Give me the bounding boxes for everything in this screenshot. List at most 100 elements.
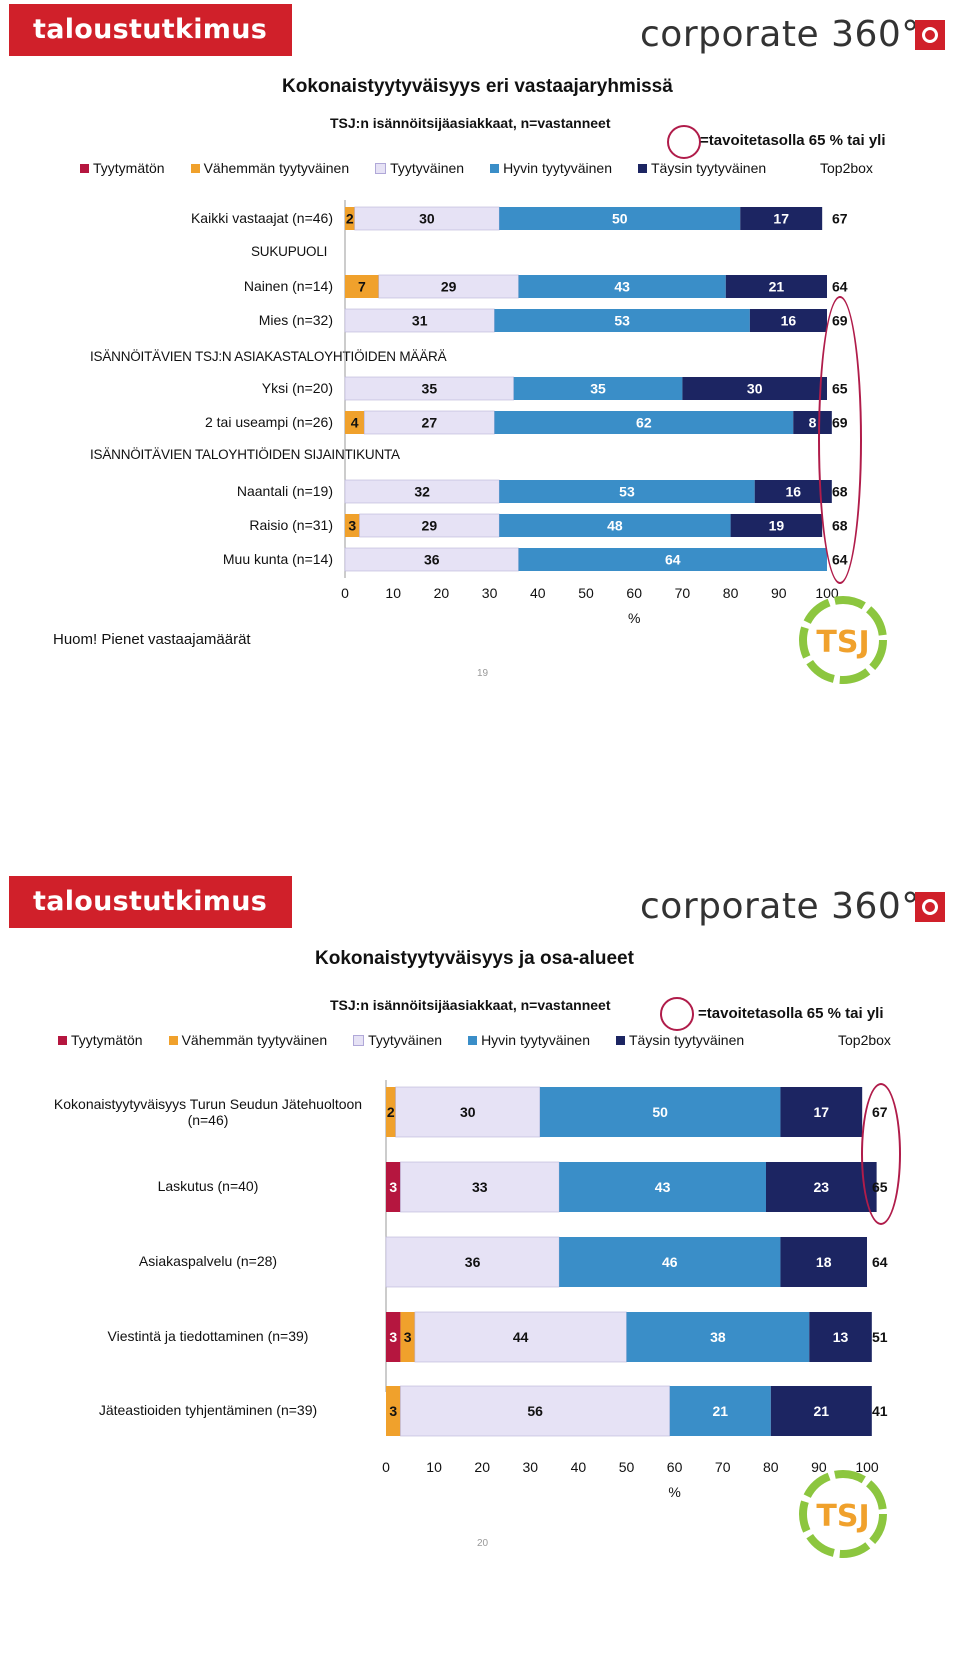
target-circle-icon <box>667 125 701 159</box>
bar-segment-vahemman <box>345 514 360 537</box>
bar-segment-taysin <box>725 275 827 298</box>
legend-item-tyytymaton: Tyytymätön <box>80 160 165 176</box>
data-label: 16 <box>785 484 801 500</box>
bar-segment-hyvin <box>539 1087 781 1137</box>
bar-segment-vahemman <box>345 207 355 230</box>
row-label: 2 tai useampi (n=26) <box>204 413 333 430</box>
data-label: 30 <box>747 381 763 397</box>
data-label: 21 <box>713 1403 729 1419</box>
data-label: 21 <box>769 279 785 295</box>
target-note: =tavoitetasolla 65 % tai yli <box>698 1005 884 1022</box>
x-tick-label: 20 <box>474 1459 490 1475</box>
bar-row: 3 3 44 38 13 51 <box>386 1311 888 1363</box>
bar-segment-taysin <box>749 309 827 332</box>
data-label: 3 <box>389 1179 397 1195</box>
data-label: 13 <box>833 1329 849 1345</box>
legend-item-taysin: Täysin tyytyväinen <box>638 160 766 176</box>
data-label: 30 <box>460 1104 476 1120</box>
data-label: 43 <box>655 1179 671 1195</box>
bar-segment-tyytyvainen <box>414 1311 627 1363</box>
data-label: 48 <box>607 518 623 534</box>
x-tick-label: 100 <box>815 585 839 601</box>
legend-label: Tyytyväinen <box>368 1032 443 1048</box>
top2box-value: 64 <box>872 1254 888 1270</box>
bar-segment-tyytyvainen <box>395 1086 541 1138</box>
legend-label: Tyytymätön <box>93 160 165 176</box>
slide-19: taloustutkimus oy corporate 360° Kokonai… <box>0 0 960 800</box>
x-tick-label: 60 <box>667 1459 683 1475</box>
data-label: 56 <box>527 1403 543 1419</box>
bar-segment-hyvin <box>518 275 726 298</box>
data-label: 3 <box>389 1403 397 1419</box>
bar-segment-vahemman <box>386 1386 401 1436</box>
bar-segment-tyytyvainen <box>363 410 495 435</box>
legend-label: Tyytyväinen <box>390 160 465 176</box>
bar-segment-taysin <box>730 514 823 537</box>
page-number: 19 <box>477 668 489 679</box>
legend-item-tyytymaton: Tyytymätön <box>58 1032 143 1048</box>
target-note: =tavoitetasolla 65 % tai yli <box>700 132 886 149</box>
tsj-logo-text: TSJ <box>816 625 869 660</box>
x-tick-label: 60 <box>626 585 642 601</box>
data-label: 7 <box>358 279 366 295</box>
x-tick-label: 20 <box>434 585 450 601</box>
row-label: Nainen (n=14) <box>243 277 333 294</box>
bar-segment-hyvin <box>626 1312 810 1362</box>
chart-legend: Tyytymätön Vähemmän tyytyväinen Tyytyväine… <box>58 1032 770 1048</box>
target-circle-icon <box>660 997 694 1031</box>
bar-segment-hyvin <box>518 548 827 571</box>
data-label: 31 <box>412 313 428 329</box>
bar-segment-vahemman <box>386 1087 396 1137</box>
x-tick-label: 30 <box>482 585 498 601</box>
data-label: 29 <box>422 518 438 534</box>
bar-segment-hyvin <box>499 480 755 503</box>
top2box-value: 41 <box>872 1403 888 1419</box>
bar-segment-vahemman <box>400 1312 415 1362</box>
legend-item-hyvin: Hyvin tyytyväinen <box>490 160 612 176</box>
x-tick-label: 70 <box>715 1459 731 1475</box>
page-number: 20 <box>477 1538 489 1549</box>
data-label: 46 <box>662 1254 678 1270</box>
bar-segment-vahemman <box>345 275 379 298</box>
bar-segment-taysin <box>770 1386 872 1436</box>
legend-swatch-hyvin <box>490 163 500 173</box>
bar-row: 2 30 50 17 67 <box>345 206 848 231</box>
bar-segment-tyytymaton <box>386 1162 401 1212</box>
x-tick-label: 0 <box>382 1459 390 1475</box>
legend-item-hyvin: Hyvin tyytyväinen <box>468 1032 590 1048</box>
data-label: 18 <box>816 1254 832 1270</box>
bar-segment-hyvin <box>513 377 683 400</box>
legend-swatch-taysin <box>616 1035 625 1045</box>
row-label: Muu kunta (n=14) <box>222 550 333 567</box>
row-label: Laskutus (n=40) <box>157 1178 259 1194</box>
x-tick-label: 90 <box>771 585 787 601</box>
legend-swatch-tyytymaton <box>80 163 89 173</box>
x-tick-label: 10 <box>385 585 401 601</box>
legend-swatch-tyytyvainen <box>375 162 387 174</box>
bar-segment-tyytyvainen <box>385 1236 560 1288</box>
data-label: 50 <box>612 211 628 227</box>
legend-swatch-vahemman <box>190 163 200 173</box>
x-tick-label: 100 <box>855 1459 879 1475</box>
bar-segment-hyvin <box>494 309 750 332</box>
data-label: 29 <box>441 279 457 295</box>
bar-row: 31 53 16 69 <box>344 308 848 333</box>
corporate360-mark-icon <box>915 892 945 922</box>
x-tick-label: 40 <box>571 1459 587 1475</box>
x-tick-label: 80 <box>723 585 739 601</box>
bar-segment-taysin <box>682 377 827 400</box>
slide-20: taloustutkimus oy corporate 360° Kokonai… <box>0 858 960 1658</box>
bar-segment-taysin <box>740 207 823 230</box>
data-label: 38 <box>710 1329 726 1345</box>
data-label: 44 <box>513 1329 529 1345</box>
data-label: 43 <box>614 279 630 295</box>
chart-subtitle: TSJ:n isännöitsijäasiakkaat, n=vastannee… <box>330 997 611 1013</box>
bar-row: 36 64 64 <box>344 547 848 572</box>
tsj-logo-icon: TSJ <box>799 1470 887 1558</box>
bar-segment-taysin <box>780 1087 863 1137</box>
bar-segment-hyvin <box>499 514 731 537</box>
legend-swatch-hyvin <box>468 1035 478 1045</box>
row-label: Asiakaspalvelu (n=28) <box>138 1253 278 1269</box>
bar-segment-hyvin <box>494 411 794 434</box>
legend-item-vahemman: Vähemmän tyytyväinen <box>190 160 349 176</box>
